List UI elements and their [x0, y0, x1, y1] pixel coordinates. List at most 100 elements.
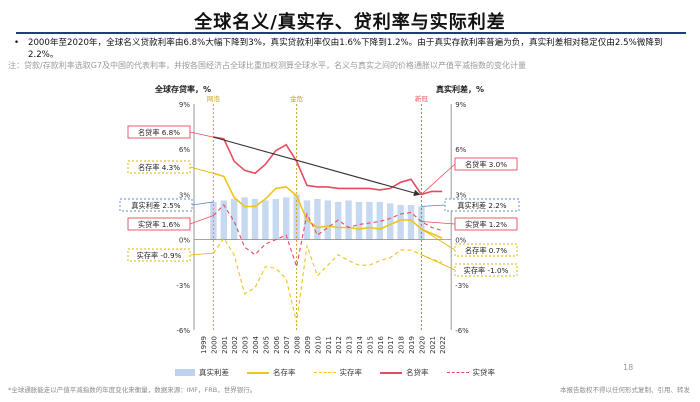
callout-leader [191, 201, 214, 206]
x-tick-label: 2006 [273, 335, 281, 353]
callout-leader [421, 204, 446, 207]
y-tick-label-left: 3% [179, 191, 190, 199]
y-tick-label-right: 3% [455, 191, 466, 199]
x-tick-label: 2010 [314, 336, 322, 354]
legend-item: 真实利差 [175, 367, 229, 378]
x-tick-label: 2021 [429, 336, 437, 354]
callouts: 名贷率 6.8% 名存率 4.3% 真实利差 2.5% 实贷率 1.6% 实存率 -0.… [119, 125, 520, 277]
spread-bar [220, 200, 227, 240]
callout-box [127, 125, 191, 139]
right-axis-title: 真实利差，% [436, 84, 484, 94]
x-tick-label: 2005 [262, 336, 270, 354]
legend-swatch-icon [446, 372, 469, 373]
callout-text: 名贷率 3.0% [465, 160, 507, 169]
legend-label: 实贷率 [472, 368, 496, 377]
x-tick-label: 2015 [366, 336, 374, 354]
y-tick-label-left: 6% [179, 146, 190, 154]
x-tick-label: 2019 [408, 336, 416, 354]
x-tick-label: 2002 [231, 336, 239, 354]
x-tick-label: 2013 [346, 336, 354, 354]
bullet-dot-icon: • [14, 38, 20, 48]
x-tick-label: 2009 [304, 336, 312, 354]
spread-bars [210, 194, 425, 240]
series-line [213, 136, 443, 196]
spread-bar [272, 198, 279, 240]
spread-bar [303, 200, 311, 240]
callout-box [127, 217, 191, 231]
callout-leader [189, 215, 214, 225]
spread-bar [376, 201, 383, 240]
spread-bar [241, 197, 248, 240]
chart-legend: 真实利差 名存率 实存率 名贷率 实贷率 [175, 367, 495, 378]
callout-box [119, 198, 193, 212]
x-tick-label: 2004 [252, 335, 260, 353]
series-lines [212, 136, 443, 323]
page-title: 全球名义/真实存、贷利率与实际利差 [194, 12, 506, 33]
series-line [212, 237, 443, 323]
x-tick-label: 2016 [377, 335, 385, 353]
y-tick-label-left: 0% [179, 237, 190, 245]
x-tick-label: 2008 [294, 336, 302, 354]
spread-bar [293, 194, 300, 240]
legend-item: 名存率 [247, 367, 296, 378]
y-tick-label-right: -3% [455, 282, 469, 290]
x-tick-label: 2022 [439, 336, 447, 354]
legend-item: 名贷率 [380, 367, 429, 378]
y-tick-label-right: 6% [455, 146, 466, 154]
y-tick-label-right: 9% [455, 101, 466, 109]
chart-axes: 9% 9% 6% 6% 3% 3% 0% 0% -3% -3% -6% -6% [176, 101, 469, 335]
callout-box [454, 157, 518, 171]
y-tick-label-left: -6% [176, 327, 190, 335]
trend-line [213, 136, 421, 197]
event-label: 新冠 [415, 94, 429, 103]
axis-labels: 全球存贷率，% 真实利差，%1999 2000 2001 2002 2003 2004 200… [154, 84, 484, 354]
spread-bar [324, 200, 331, 240]
legend-label: 真实利差 [199, 368, 229, 377]
callout-box [444, 198, 520, 212]
callout-text: 实存率 -1.0% [464, 266, 509, 275]
y-tick-label-right: -6% [455, 327, 469, 335]
event-markers: 网泡 金危 新冠 [207, 94, 429, 330]
x-tick-label: 2007 [283, 336, 291, 354]
callout-box [127, 248, 191, 262]
callout-text: 真实利差 2.2% [457, 201, 506, 210]
callout-leader [421, 254, 456, 271]
callout-leader [189, 131, 214, 138]
spread-bar [397, 204, 404, 240]
legend-label: 实存率 [339, 368, 363, 377]
legend-swatch-icon [380, 371, 402, 374]
y-tick-label-left: -3% [176, 282, 190, 290]
spread-bar [345, 200, 352, 240]
x-tick-label: 2018 [398, 336, 406, 354]
legend-item: 实存率 [313, 367, 363, 378]
spread-bar [251, 198, 259, 240]
spread-bar [210, 201, 217, 240]
summary-bullet: • 2000年至2020年，全球名义贷款利率由6.8%大幅下降到3%，真实贷款利… [14, 37, 688, 61]
callout-text: 实存率 -0.9% [137, 251, 182, 260]
spread-bar [387, 203, 394, 240]
title-divider [16, 32, 686, 34]
x-tick-label: 2014 [356, 335, 364, 353]
y-tick-label-right: 0% [455, 237, 466, 245]
x-tick-label: 2003 [242, 336, 250, 354]
copyright-note: 本报告版权不得以任何形式复制、引用、转发 [560, 386, 690, 394]
callout-text: 名存率 4.3% [138, 163, 180, 172]
callout-box [454, 263, 518, 277]
event-label: 金危 [290, 94, 304, 103]
spread-bar [314, 198, 321, 240]
spread-bar [335, 201, 342, 240]
legend-swatch-icon [313, 372, 336, 373]
callout-box [454, 243, 518, 257]
method-note: 注：贷款/存款利率选取G7及中国的代表利率，并按各国经济占全球比重加权测算全球水… [8, 61, 526, 70]
x-tick-label: 2001 [221, 336, 229, 354]
series-line [213, 204, 443, 269]
callout-leader [189, 252, 214, 256]
legend-label: 名贷率 [406, 368, 429, 377]
legend-item: 实贷率 [446, 367, 496, 378]
callout-leader [189, 166, 214, 174]
legend-swatch-icon [175, 369, 195, 376]
spread-bar [283, 197, 290, 240]
callout-text: 真实利差 2.5% [131, 201, 180, 210]
callout-leader [421, 163, 456, 195]
legend-swatch-icon [247, 371, 269, 374]
